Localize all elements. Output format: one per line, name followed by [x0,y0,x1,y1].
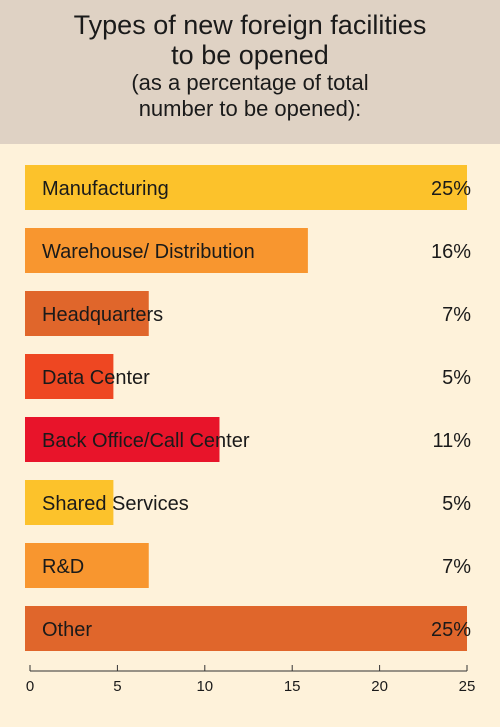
bar-1 [25,228,308,273]
chart-header: Types of new foreign facilities to be op… [0,0,500,144]
chart-title: Types of new foreign facilities to be op… [0,10,500,70]
bar-0 [25,165,467,210]
x-tick-label-0: 0 [26,678,34,695]
value-label-3: 5% [442,367,471,389]
value-label-2: 7% [442,304,471,326]
chart-title-line-1: Types of new foreign facilities [73,10,427,40]
chart-title-line-2: to be opened [171,40,329,70]
category-label-6: R&D [42,556,84,578]
value-label-1: 16% [431,241,471,263]
bar-4 [25,417,220,462]
category-label-0: Manufacturing [42,178,169,200]
bar-7 [25,606,467,651]
category-label-7: Other [42,619,92,641]
x-tick-label-4: 20 [371,678,388,695]
category-label-3: Data Center [42,367,150,389]
category-label-1: Warehouse/ Distribution [42,241,255,263]
bar-chart: Manufacturing 25% Warehouse/ Distribution 1… [25,165,476,695]
bar-2 [25,291,149,336]
x-tick-label-3: 15 [284,678,301,695]
value-label-5: 5% [442,493,471,515]
category-label-4: Back Office/Call Center [42,430,250,452]
chart-subtitle: (as a percentage of total number to be o… [0,70,500,122]
value-label-0: 25% [431,178,471,200]
chart-subtitle-line-1: (as a percentage of total [131,70,369,95]
x-tick-label-2: 10 [196,678,213,695]
value-label-4: 11% [432,430,471,452]
chart-subtitle-line-2: number to be opened): [138,96,362,121]
value-label-7: 25% [431,619,471,641]
bar-6 [25,543,149,588]
value-label-6: 7% [442,556,471,578]
x-tick-label-1: 5 [113,678,121,695]
category-label-2: Headquarters [42,304,163,326]
x-tick-label-5: 25 [459,678,476,695]
bar-3 [25,354,114,399]
bar-5 [25,480,114,525]
category-label-5: Shared Services [42,493,189,515]
